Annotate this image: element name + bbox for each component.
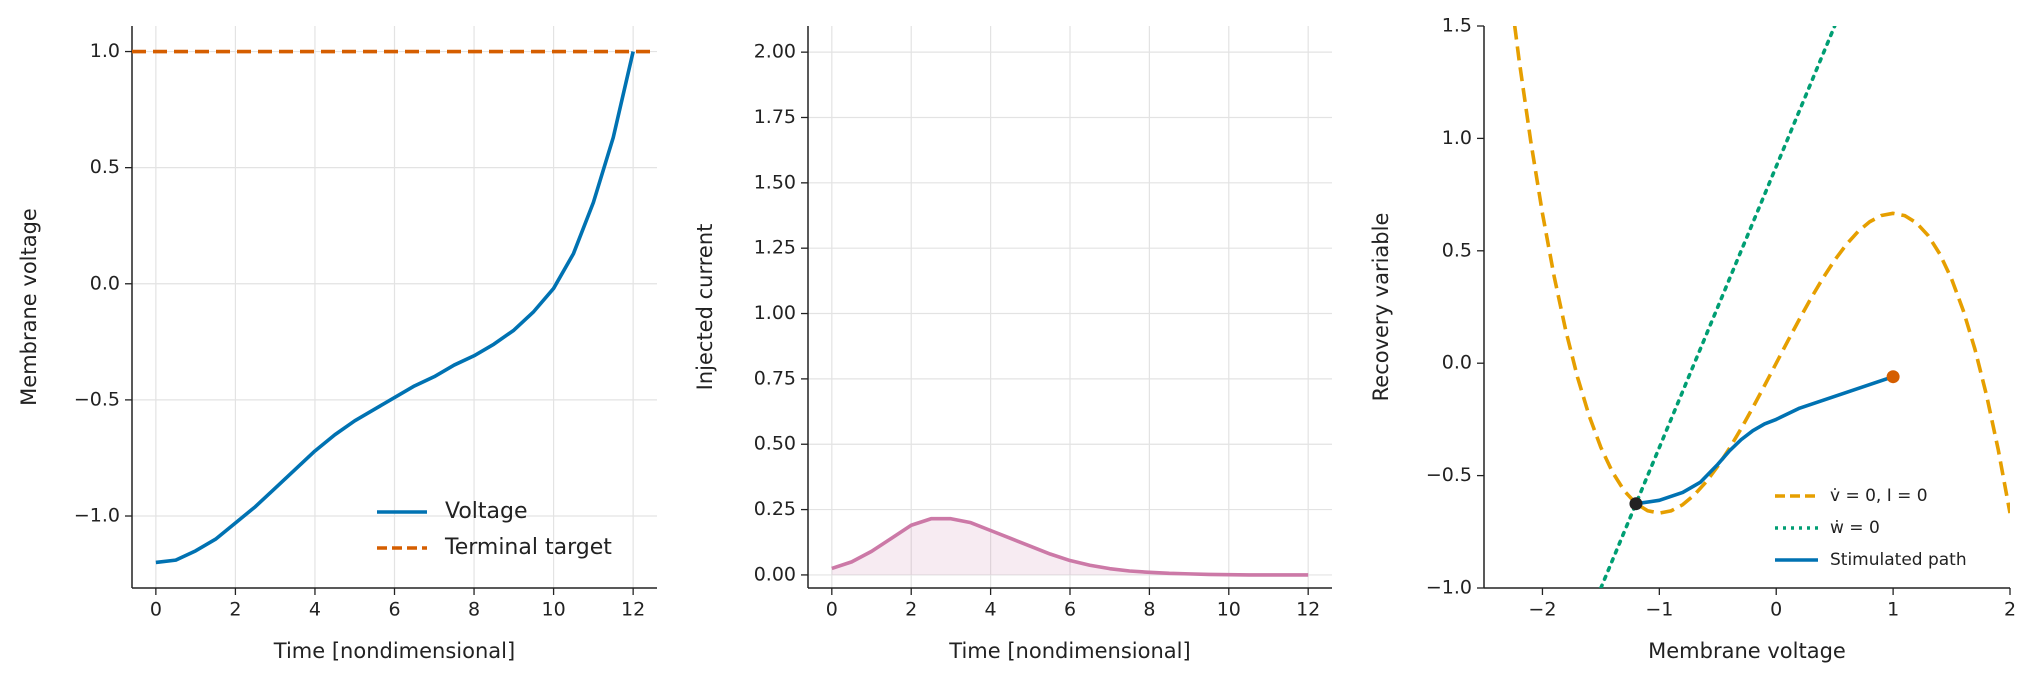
- plot-area: [1512, 26, 2010, 588]
- x-tick-label: 0: [826, 599, 838, 621]
- x-tick-label: 10: [541, 599, 565, 621]
- panel: 0 2 4 6 8 10 12 −1.0 −0.5 0.0 0.5 1.0 Time [nondimen…: [17, 26, 657, 663]
- x-axis-label: Membrane voltage: [1648, 639, 1846, 663]
- y-tick-label: −0.5: [74, 388, 120, 410]
- y-tick-label: 1.75: [754, 106, 796, 128]
- plot-area: [132, 49, 657, 565]
- x-axis-label: Time [nondimensional]: [273, 639, 515, 663]
- start-marker: [1629, 497, 1643, 511]
- legend-label: Stimulated path: [1830, 550, 1967, 570]
- end-marker: [1886, 370, 1900, 384]
- y-tick-label: 1.5: [1442, 15, 1472, 37]
- panel: −2 −1 0 1 2 −1.0 −0.5 0.0 0.5 1.0 1.5 Membrane volt…: [1369, 15, 2016, 664]
- legend-label: v̇ = 0, I = 0: [1830, 486, 1928, 506]
- x-tick-label: 2: [905, 599, 917, 621]
- x-tick-label: 2: [2004, 599, 2016, 621]
- legend-label: Terminal target: [444, 535, 612, 560]
- legend-label: ẇ = 0: [1830, 518, 1880, 538]
- y-tick-label: −1.0: [74, 505, 120, 527]
- x-tick-label: 10: [1217, 599, 1241, 621]
- x-tick-label: −1: [1645, 599, 1673, 621]
- y-tick-label: −0.5: [1426, 464, 1472, 486]
- x-tick-label: 4: [985, 599, 997, 621]
- x-tick-label: 12: [1296, 599, 1320, 621]
- y-tick-label: 0.50: [754, 433, 796, 455]
- x-tick-label: 8: [468, 599, 480, 621]
- x-tick-label: −2: [1528, 599, 1556, 621]
- y-tick-label: 0.00: [754, 563, 796, 585]
- x-tick-label: 0: [1770, 599, 1782, 621]
- y-axis-label: Recovery variable: [1369, 213, 1393, 402]
- x-tick-label: 1: [1887, 599, 1899, 621]
- line: [831, 516, 1309, 577]
- x-tick-label: 4: [309, 599, 321, 621]
- x-tick-label: 8: [1143, 599, 1155, 621]
- area: [831, 518, 1309, 575]
- y-tick-label: 1.25: [754, 237, 796, 259]
- line: [1512, 26, 2010, 515]
- y-tick-label: 1.0: [1442, 127, 1472, 149]
- line: [1635, 374, 1894, 506]
- y-tick-label: 2.00: [754, 41, 796, 63]
- x-axis-label: Time [nondimensional]: [948, 639, 1190, 663]
- line: [155, 51, 635, 565]
- y-tick-label: 0.0: [1442, 352, 1472, 374]
- y-tick-label: 0.5: [1442, 239, 1472, 261]
- legend-label: Voltage: [445, 499, 528, 524]
- y-axis-label: Injected current: [693, 224, 717, 391]
- y-tick-label: 1.00: [754, 302, 796, 324]
- x-tick-label: 0: [150, 599, 162, 621]
- y-tick-label: 1.0: [90, 40, 120, 62]
- x-tick-label: 6: [388, 599, 400, 621]
- y-tick-label: −1.0: [1426, 577, 1472, 599]
- y-tick-label: 0.5: [90, 156, 120, 178]
- panel: 0 2 4 6 8 10 12 0.00 0.25 0.50 0.75 1.00 1.25 1.50 1.7…: [693, 26, 1332, 663]
- y-tick-label: 1.50: [754, 171, 796, 193]
- x-tick-label: 12: [621, 599, 645, 621]
- y-tick-label: 0.0: [90, 272, 120, 294]
- legend: v̇ = 0, I = 0 ẇ = 0 Stimulated path: [1775, 486, 1967, 570]
- y-tick-label: 0.75: [754, 367, 796, 389]
- plot-area: [831, 516, 1309, 577]
- legend: Voltage Terminal target: [377, 499, 612, 560]
- x-tick-label: 2: [229, 599, 241, 621]
- y-axis-label: Membrane voltage: [17, 208, 41, 406]
- y-tick-label: 0.25: [754, 498, 796, 520]
- line: [1599, 26, 1837, 588]
- x-tick-label: 6: [1064, 599, 1076, 621]
